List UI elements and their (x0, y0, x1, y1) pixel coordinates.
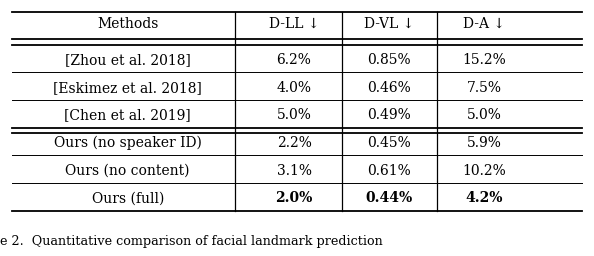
Text: 4.2%: 4.2% (465, 191, 503, 205)
Text: D-LL ↓: D-LL ↓ (268, 17, 320, 31)
Text: 6.2%: 6.2% (277, 53, 311, 67)
Text: Methods: Methods (97, 17, 159, 31)
Text: [Eskimez et al. 2018]: [Eskimez et al. 2018] (53, 81, 202, 95)
Text: [Zhou et al. 2018]: [Zhou et al. 2018] (65, 53, 191, 67)
Text: 10.2%: 10.2% (462, 164, 506, 178)
Text: 7.5%: 7.5% (467, 81, 501, 95)
Text: 0.85%: 0.85% (367, 53, 411, 67)
Text: 5.0%: 5.0% (467, 108, 501, 122)
Text: 0.49%: 0.49% (367, 108, 411, 122)
Text: 0.61%: 0.61% (367, 164, 411, 178)
Text: 0.45%: 0.45% (367, 136, 411, 150)
Text: D-A ↓: D-A ↓ (463, 17, 505, 31)
Text: e 2.  Quantitative comparison of facial landmark prediction: e 2. Quantitative comparison of facial l… (0, 236, 383, 248)
Text: 5.0%: 5.0% (277, 108, 311, 122)
Text: 0.44%: 0.44% (365, 191, 413, 205)
Text: 0.46%: 0.46% (367, 81, 411, 95)
Text: 15.2%: 15.2% (462, 53, 506, 67)
Text: 2.0%: 2.0% (276, 191, 312, 205)
Text: D-VL ↓: D-VL ↓ (364, 17, 414, 31)
Text: [Chen et al. 2019]: [Chen et al. 2019] (64, 108, 191, 122)
Text: 3.1%: 3.1% (277, 164, 311, 178)
Text: Ours (full): Ours (full) (91, 191, 164, 205)
Text: Ours (no speaker ID): Ours (no speaker ID) (54, 136, 201, 150)
Text: Ours (no content): Ours (no content) (65, 164, 190, 178)
Text: 2.2%: 2.2% (277, 136, 311, 150)
Text: 4.0%: 4.0% (277, 81, 311, 95)
Text: 5.9%: 5.9% (467, 136, 501, 150)
